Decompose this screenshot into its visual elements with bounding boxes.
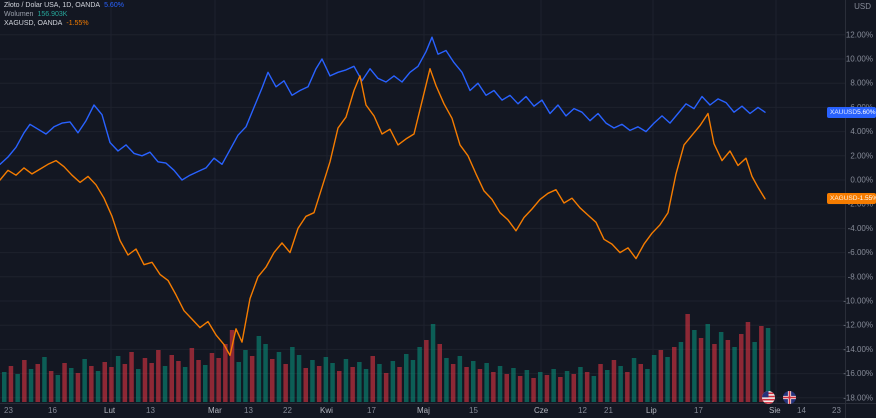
svg-text:12: 12 xyxy=(578,406,587,415)
svg-text:-16.00%: -16.00% xyxy=(843,369,873,378)
svg-text:10.00%: 10.00% xyxy=(846,55,873,64)
legend: Złoto / Dolar USA, 1D, OANDA 5.60% Wolum… xyxy=(4,1,124,28)
svg-text:Mar: Mar xyxy=(208,406,222,415)
svg-text:15: 15 xyxy=(469,406,478,415)
svg-text:Lut: Lut xyxy=(104,406,116,415)
legend-row-xagusd[interactable]: XAGUSD, OANDA -1.55% xyxy=(4,19,124,28)
price-label-xauusd-symbol: XAUUSD xyxy=(830,108,858,116)
legend-xauusd-change: 5.60% xyxy=(104,2,124,9)
price-label-xagusd-symbol: XAGUSD xyxy=(830,195,858,203)
svg-text:Cze: Cze xyxy=(534,406,549,415)
svg-text:-18.00%: -18.00% xyxy=(843,393,873,402)
svg-text:-8.00%: -8.00% xyxy=(848,272,873,281)
svg-text:2.00%: 2.00% xyxy=(850,151,873,160)
svg-text:14: 14 xyxy=(797,406,806,415)
svg-text:17: 17 xyxy=(694,406,703,415)
svg-text:Maj: Maj xyxy=(417,406,430,415)
currency-axis-label: USD xyxy=(854,2,871,11)
legend-xagusd-title: XAGUSD, OANDA xyxy=(4,20,63,27)
svg-text:17: 17 xyxy=(367,406,376,415)
x-axis-labels: 23 16 Lut 13 Mar 13 22 Kwi 17 Maj 15 Cze 12 21 Lip 17 Si… xyxy=(4,406,841,415)
us-flag-icon xyxy=(762,391,775,404)
svg-text:12.00%: 12.00% xyxy=(846,30,873,39)
price-line-xauusd xyxy=(0,36,766,181)
svg-text:-2.00%: -2.00% xyxy=(848,200,873,209)
gb-flag-icon xyxy=(783,391,796,404)
svg-text:13: 13 xyxy=(146,406,155,415)
svg-text:0.00%: 0.00% xyxy=(850,176,873,185)
volume-label: Wolumen xyxy=(4,11,34,18)
svg-text:8.00%: 8.00% xyxy=(850,79,873,88)
grid-layer xyxy=(0,0,845,403)
volume-value: 156.903K xyxy=(37,11,68,18)
price-label-xauusd: XAUUSD 5.60% xyxy=(827,106,876,118)
price-line-xagusd xyxy=(0,67,766,357)
svg-text:Kwi: Kwi xyxy=(320,406,333,415)
svg-text:-12.00%: -12.00% xyxy=(843,321,873,330)
svg-text:-6.00%: -6.00% xyxy=(848,248,873,257)
svg-text:Lip: Lip xyxy=(646,406,657,415)
svg-text:Sie: Sie xyxy=(769,406,781,415)
y-axis-labels: 12.00%10.00%8.00%6.00%4.00%2.00%0.00%-2.… xyxy=(843,30,873,402)
svg-text:-14.00%: -14.00% xyxy=(843,345,873,354)
volume-bars xyxy=(2,314,771,402)
svg-text:4.00%: 4.00% xyxy=(850,127,873,136)
svg-text:16: 16 xyxy=(48,406,57,415)
legend-symbol-title: Złoto / Dolar USA, 1D, OANDA xyxy=(4,2,101,9)
legend-row-volume[interactable]: Wolumen 156.903K xyxy=(4,10,124,19)
svg-text:22: 22 xyxy=(283,406,292,415)
svg-text:23: 23 xyxy=(4,406,13,415)
svg-text:21: 21 xyxy=(604,406,613,415)
price-label-xauusd-value: 5.60% xyxy=(857,108,876,116)
legend-xagusd-change: -1.55% xyxy=(66,20,89,27)
price-label-xagusd: XAGUSD -1.55% xyxy=(827,193,876,205)
svg-text:-4.00%: -4.00% xyxy=(848,224,873,233)
svg-text:-10.00%: -10.00% xyxy=(843,297,873,306)
svg-text:23: 23 xyxy=(832,406,841,415)
svg-text:13: 13 xyxy=(244,406,253,415)
price-label-xagusd-value: -1.55% xyxy=(857,195,876,203)
legend-row-xauusd[interactable]: Złoto / Dolar USA, 1D, OANDA 5.60% xyxy=(4,1,124,10)
